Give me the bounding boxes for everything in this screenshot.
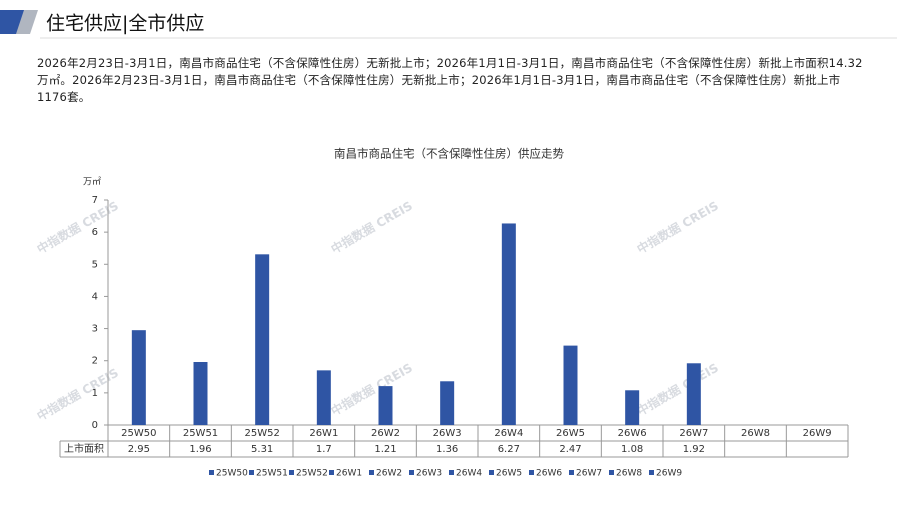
table-value: 1.7 [316,444,332,455]
watermark: 中指数据 CREIS [328,198,415,257]
legend-label: 26W9 [656,469,682,479]
x-tick-label: 26W3 [433,428,462,439]
table-value: 1.08 [621,444,643,455]
y-tick-label: 4 [92,291,98,302]
y-tick-label: 5 [92,259,98,270]
bar [625,390,640,425]
legend-swatch [529,470,534,475]
legend-swatch [209,470,214,475]
bar [378,386,393,425]
legend-swatch [609,470,614,475]
bar [193,362,208,425]
legend-label: 26W2 [376,469,402,479]
y-tick-label: 3 [92,324,98,335]
watermark: 中指数据 CREIS [328,360,415,419]
legend-swatch [329,470,334,475]
x-tick-label: 25W50 [121,428,156,439]
legend-label: 26W7 [576,469,602,479]
bar [563,345,578,425]
x-tick-label: 26W7 [679,428,708,439]
table-value: 2.95 [128,444,150,455]
legend-label: 26W1 [336,469,362,479]
y-tick-label: 0 [92,420,98,431]
summary: 2026年2月23日-3月1日，南昌市商品住宅（不含保障性住房）无新批上市；20… [37,56,863,104]
legend-swatch [569,470,574,475]
x-tick-label: 26W5 [556,428,585,439]
legend-label: 26W8 [616,469,642,479]
y-tick-label: 2 [92,356,98,367]
bar [131,330,146,425]
x-tick-label: 25W52 [244,428,279,439]
table-value: 6.27 [498,444,520,455]
chart-title: 南昌市商品住宅（不含保障性住房）供应走势 [334,147,564,161]
legend-swatch [449,470,454,475]
bar [255,254,270,425]
legend-label: 25W51 [256,469,288,479]
legend-swatch [649,470,654,475]
bar [501,223,516,425]
legend-label: 25W50 [216,469,248,479]
header-icon [16,10,38,34]
legend-swatch [489,470,494,475]
y-tick-label: 6 [92,227,98,238]
table-value: 1.96 [189,444,211,455]
legend-label: 26W6 [536,469,562,479]
watermark: 中指数据 CREIS [634,198,721,257]
legend-swatch [249,470,254,475]
legend-label: 26W3 [416,469,442,479]
legend-swatch [289,470,294,475]
x-tick-label: 26W9 [803,428,832,439]
table-value: 5.31 [251,444,273,455]
legend-swatch [409,470,414,475]
x-tick-label: 26W6 [618,428,647,439]
table-value: 2.47 [559,444,581,455]
table-value: 1.21 [374,444,396,455]
x-tick-label: 26W8 [741,428,770,439]
x-tick-label: 26W4 [494,428,523,439]
table-row-label: 上市面积 [64,442,104,455]
x-tick-label: 26W2 [371,428,400,439]
bar [440,381,455,425]
y-unit: 万㎡ [83,177,101,188]
bar [686,363,701,425]
legend-label: 26W4 [456,469,482,479]
legend-label: 26W5 [496,469,522,479]
header-title: 住宅供应|全市供应 [46,13,204,35]
y-tick-label: 1 [92,388,98,399]
table-value: 1.92 [683,444,705,455]
x-tick-label: 25W51 [183,428,218,439]
watermark: 中指数据 CREIS [634,360,721,419]
legend-swatch [369,470,374,475]
table-value: 1.36 [436,444,458,455]
legend-label: 25W52 [296,469,328,479]
bar [316,370,331,425]
y-tick-label: 7 [92,195,98,206]
x-tick-label: 26W1 [309,428,338,439]
